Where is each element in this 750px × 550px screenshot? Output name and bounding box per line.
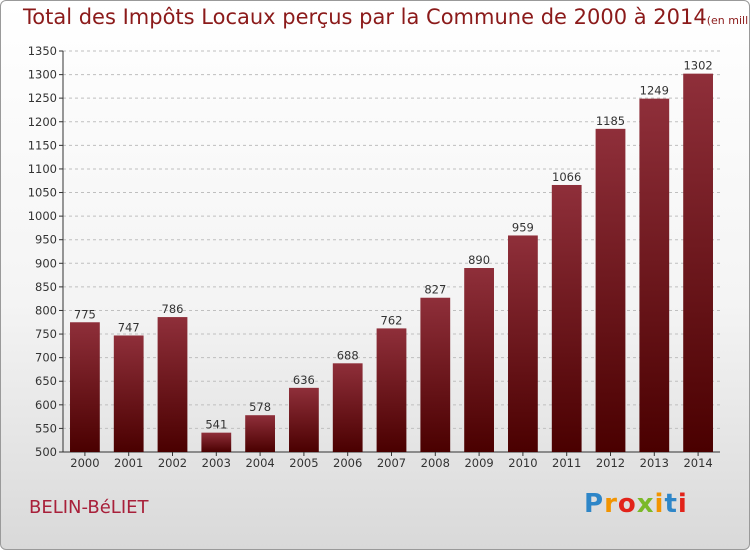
x-tick-label: 2000: [70, 456, 99, 470]
y-tick-label: 1350: [28, 44, 57, 58]
bar-2006: [332, 363, 363, 452]
bar-2007: [376, 328, 407, 452]
bar-2011: [551, 184, 582, 452]
x-tick-label: 2013: [640, 456, 669, 470]
y-tick-label: 650: [35, 374, 57, 388]
data-label: 827: [424, 283, 446, 297]
data-label: 959: [512, 220, 534, 234]
x-tick-label: 2012: [596, 456, 625, 470]
bar-2002: [157, 317, 188, 452]
data-label: 1066: [552, 170, 581, 184]
x-tick-label: 2009: [464, 456, 493, 470]
data-label: 1249: [640, 84, 669, 98]
x-tick-label: 2008: [421, 456, 450, 470]
x-tick-label: 2004: [245, 456, 274, 470]
bar-2008: [420, 297, 451, 452]
x-tick-label: 2007: [377, 456, 406, 470]
data-label: 786: [162, 302, 184, 316]
chart-title-text: Total des Impôts Locaux perçus par la Co…: [23, 5, 707, 29]
y-tick-label: 900: [35, 256, 57, 270]
bar-2014: [683, 73, 713, 452]
bar-2004: [245, 415, 275, 452]
data-label: 775: [74, 307, 96, 321]
y-tick-label: 1000: [28, 209, 57, 223]
y-tick-label: 1300: [28, 68, 57, 82]
chart-unit: (en milliers d'€): [706, 14, 749, 27]
commune-name: BELIN-BéLIET: [29, 497, 149, 518]
data-label: 1302: [683, 59, 712, 73]
bar-2005: [289, 387, 319, 452]
x-tick-label: 2011: [552, 456, 581, 470]
y-tick-label: 550: [35, 421, 57, 435]
data-label: 1185: [596, 114, 625, 128]
x-tick-label: 2001: [114, 456, 143, 470]
y-tick-label: 1200: [28, 115, 57, 129]
data-label: 578: [249, 400, 271, 414]
y-tick-label: 700: [35, 351, 57, 365]
bar-2013: [639, 98, 670, 453]
data-label: 747: [118, 320, 140, 334]
x-tick-label: 2003: [202, 456, 231, 470]
x-tick-label: 2006: [333, 456, 362, 470]
y-tick-label: 600: [35, 398, 57, 412]
data-label: 541: [205, 418, 227, 432]
x-tick-label: 2010: [508, 456, 537, 470]
data-label: 762: [381, 313, 403, 327]
bar-2001: [113, 335, 144, 452]
y-tick-label: 950: [35, 233, 57, 247]
data-label: 636: [293, 373, 315, 387]
y-tick-label: 500: [35, 445, 57, 459]
y-tick-label: 1250: [28, 91, 57, 105]
bar-2000: [70, 322, 100, 452]
y-tick-label: 1150: [28, 138, 57, 152]
bar-2012: [595, 128, 626, 452]
y-tick-label: 800: [35, 303, 57, 317]
x-tick-label: 2002: [158, 456, 187, 470]
bar-2010: [508, 235, 538, 452]
data-label: 890: [468, 253, 490, 267]
bar-2009: [464, 268, 494, 452]
chart-title: Total des Impôts Locaux perçus par la Co…: [23, 5, 749, 29]
x-tick-label: 2005: [289, 456, 318, 470]
y-tick-label: 750: [35, 327, 57, 341]
bar-2003: [201, 432, 232, 452]
y-tick-label: 850: [35, 280, 57, 294]
proxiti-logo: Proxiti: [584, 489, 688, 519]
y-tick-label: 1050: [28, 186, 57, 200]
data-label: 688: [337, 348, 359, 362]
x-tick-label: 2014: [683, 456, 712, 470]
y-tick-label: 1100: [28, 162, 57, 176]
